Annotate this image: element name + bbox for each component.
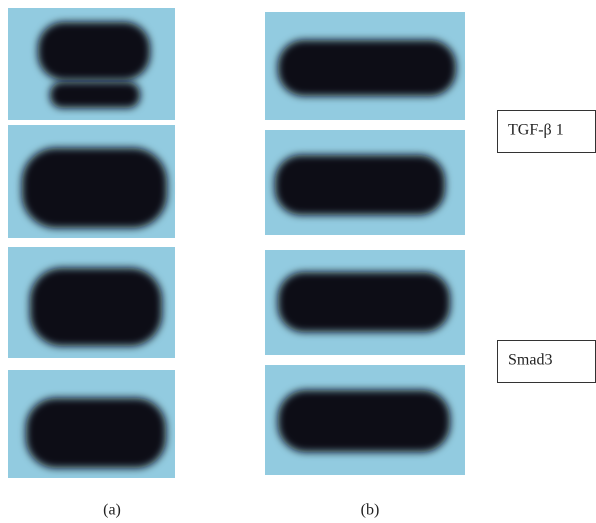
blot-band — [30, 268, 162, 346]
blot-band — [275, 155, 445, 215]
blot-column-a — [8, 8, 175, 478]
panel-label: (b) — [361, 502, 380, 519]
protein-label: Smad3 — [508, 352, 552, 369]
figure: TGF-β 1 Smad3 (a) (b) — [0, 0, 596, 523]
blot-band — [22, 148, 167, 228]
blot-band — [278, 390, 450, 452]
blot-band — [278, 40, 456, 96]
blot-band — [278, 272, 450, 332]
protein-label: TGF-β 1 — [508, 122, 564, 139]
panel-label: (a) — [103, 502, 121, 519]
blot-band — [38, 22, 150, 80]
blot-band — [50, 82, 140, 108]
blot-band — [26, 398, 166, 468]
blot-column-b — [265, 12, 465, 475]
